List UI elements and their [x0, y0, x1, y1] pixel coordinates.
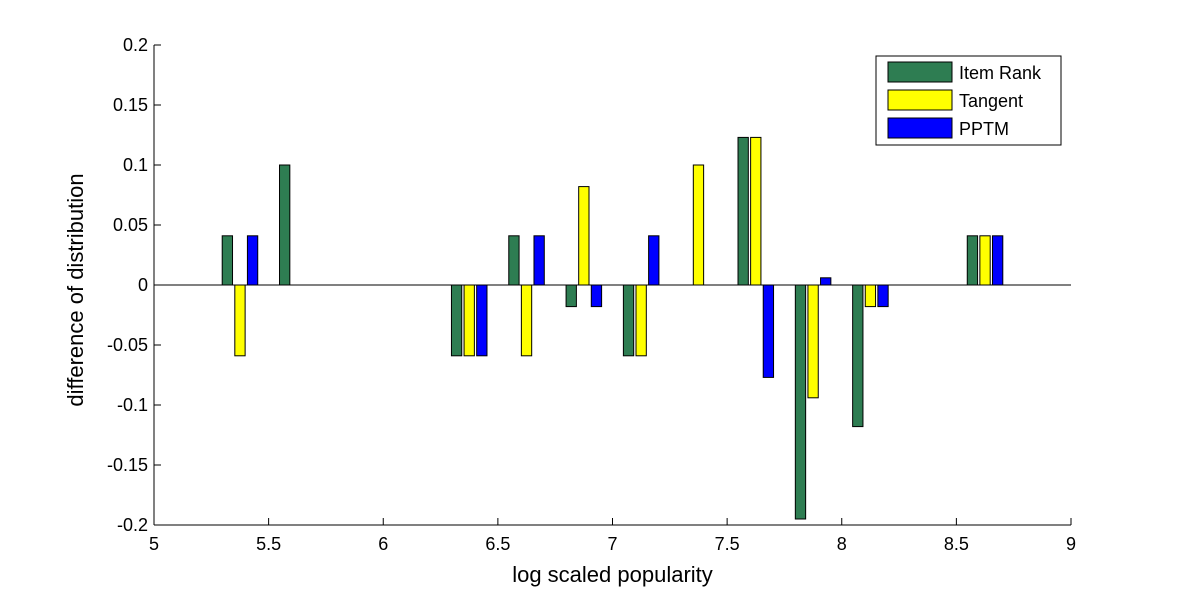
bar-item-rank: [622, 284, 635, 357]
bar-tangent: [635, 284, 647, 357]
x-tick-label: 8: [837, 534, 847, 554]
x-tick-label: 8.5: [944, 534, 969, 554]
x-tick-label: 7.5: [715, 534, 740, 554]
y-tick-label: -0.2: [117, 515, 148, 535]
bar-pptm: [476, 284, 488, 357]
bar-pptm: [820, 277, 832, 286]
bar-item-rank: [737, 136, 749, 286]
legend: Item Rank Tangent PPTM: [875, 55, 1062, 146]
x-tick-label: 7: [607, 534, 617, 554]
bar-tangent: [234, 284, 246, 357]
legend-swatch-item-rank: [887, 61, 953, 83]
bar-pptm: [533, 235, 545, 286]
legend-label: Tangent: [959, 91, 1023, 111]
bar-tangent: [750, 136, 762, 286]
y-tick-label: 0.05: [113, 215, 148, 235]
bar-tangent: [463, 284, 475, 357]
bar-item-rank: [221, 235, 234, 286]
x-tick-label: 5: [149, 534, 159, 554]
bar-tangent: [807, 284, 819, 399]
y-axis-label: difference of distribution: [63, 173, 88, 406]
x-axis-label: log scaled popularity: [512, 562, 713, 587]
bar-pptm: [991, 235, 1004, 286]
bar-tangent: [692, 164, 705, 286]
legend-swatch-tangent: [887, 89, 953, 111]
x-tick-label: 5.5: [256, 534, 281, 554]
y-tick-label: 0.2: [123, 35, 148, 55]
bar-item-rank: [450, 284, 463, 357]
y-tick-label: -0.05: [107, 335, 148, 355]
bar-pptm: [877, 284, 889, 308]
bar-item-rank: [852, 284, 864, 428]
legend-label: Item Rank: [959, 63, 1042, 83]
legend-label: PPTM: [959, 119, 1009, 139]
bar-tangent: [520, 284, 533, 357]
bar-pptm: [590, 284, 603, 308]
bar-tangent: [979, 235, 991, 286]
bar-item-rank: [279, 164, 291, 286]
y-tick-label: -0.1: [117, 395, 148, 415]
bar-item-rank: [794, 284, 807, 520]
bar-item-rank: [966, 235, 979, 286]
legend-swatch-pptm: [887, 117, 953, 139]
bar-item-rank: [508, 235, 520, 286]
x-tick-label: 6: [378, 534, 388, 554]
y-tick-label: -0.15: [107, 455, 148, 475]
x-tick-label: 9: [1066, 534, 1076, 554]
bar-tangent: [864, 284, 877, 308]
y-tick-label: 0: [138, 275, 148, 295]
x-tick-label: 6.5: [485, 534, 510, 554]
bar-item-rank: [565, 284, 577, 308]
y-tick-label: 0.1: [123, 155, 148, 175]
bar-pptm: [762, 284, 775, 378]
y-tick-label: 0.15: [113, 95, 148, 115]
bar-pptm: [246, 235, 259, 286]
axes-layer: 5 5.5 6 6.5 7 7.5 8 8.5 9 -0.2 -0.15 -0.1 -0.05 0 0.05…: [107, 35, 1076, 554]
bar-pptm: [648, 235, 660, 286]
bar-tangent: [578, 186, 590, 286]
